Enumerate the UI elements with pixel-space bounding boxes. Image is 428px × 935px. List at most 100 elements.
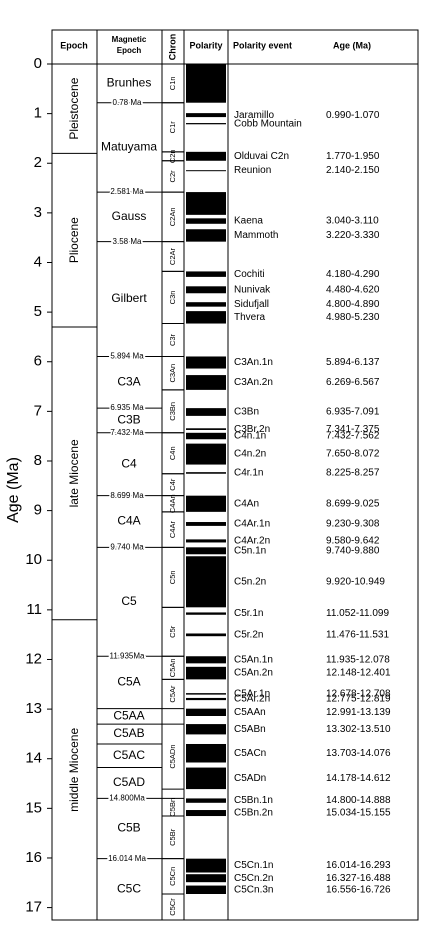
event-age: 9.230-9.308: [326, 519, 380, 530]
chron-label: C2r: [168, 170, 177, 183]
chron-label: C1n: [168, 76, 177, 90]
normal-polarity-bar: [186, 302, 226, 307]
y-tick-label: 9: [34, 502, 42, 519]
epoch-label: Pliocene: [67, 217, 81, 263]
y-tick-label: 15: [25, 799, 42, 816]
magnetic-epoch-label: C4A: [117, 514, 140, 528]
polarity-event: Mammoth: [234, 230, 278, 241]
normal-polarity-bar: [186, 656, 226, 664]
event-age: 11.052-11.099: [326, 608, 389, 619]
chron-label: C2n: [168, 149, 177, 163]
event-age: 6.935-7.091: [326, 407, 380, 418]
polarity-event: C5Cn.1n: [234, 860, 273, 871]
magnetic-epoch-label: Matuyama: [101, 140, 157, 154]
chron-label: C5Bn: [168, 798, 177, 817]
y-tick-label: 17: [25, 899, 42, 916]
polarity-event: C4Ar.2n: [234, 536, 270, 547]
event-age: 1.770-1.950: [326, 151, 380, 162]
magnetic-epoch-label: C5AD: [113, 775, 145, 789]
normal-polarity-bar: [186, 743, 226, 763]
header-age: Age (Ma): [333, 40, 371, 50]
polarity-event: C5Bn.1n: [234, 795, 273, 806]
boundary-label: 6.935 Ma: [110, 403, 144, 412]
event-age: 8.699-9.025: [326, 498, 380, 509]
boundary-label: 16.014 Ma: [108, 854, 146, 863]
polarity-event: C5r.2n: [234, 629, 263, 640]
chron-label: C3r: [168, 333, 177, 346]
y-tick-label: 12: [25, 650, 42, 667]
event-age: 12.991-13.139: [326, 707, 391, 718]
polarity-event: C5ADn: [234, 773, 266, 784]
normal-polarity-bar: [186, 286, 226, 294]
normal-polarity-bar: [186, 724, 226, 735]
normal-polarity-bar: [186, 612, 226, 615]
polarity-event: C5Cn.3n: [234, 884, 273, 895]
event-age: 4.800-4.890: [326, 299, 380, 310]
event-age: 2.140-2.150: [326, 165, 380, 176]
boundary-label: 9.740 Ma: [110, 542, 144, 551]
chron-label: C3n: [168, 291, 177, 305]
normal-polarity-bar: [186, 885, 226, 894]
normal-polarity-bar: [186, 170, 226, 172]
polarity-event: C5Bn.2n: [234, 808, 273, 819]
normal-polarity-bar: [186, 858, 226, 873]
polarity-event: C5ACn: [234, 748, 266, 759]
magnetic-epoch-label: Gauss: [112, 209, 147, 223]
polarity-event: Cobb Mountain: [234, 118, 302, 129]
event-age: 4.480-4.620: [326, 284, 380, 295]
chron-label: C5r: [168, 625, 177, 638]
normal-polarity-bar: [186, 271, 226, 277]
polarity-event: C5Ar.1n: [234, 689, 270, 700]
normal-polarity-bar: [186, 356, 226, 369]
event-age: 16.327-16.488: [326, 873, 391, 884]
magnetic-epoch-label: C4: [121, 456, 137, 470]
chron-label: C2Ar: [168, 247, 177, 265]
chron-label: C5An: [168, 658, 177, 677]
boundary-label: 11.935Ma: [110, 651, 146, 660]
event-age: 3.220-3.330: [326, 230, 380, 241]
normal-polarity-bar: [186, 556, 226, 608]
normal-polarity-bar: [186, 495, 226, 512]
polarity-event: C5An.2n: [234, 668, 273, 679]
chron-label: C3An: [168, 364, 177, 383]
chron-label: C4r: [168, 478, 177, 491]
boundary-label: 2.581 Ma: [110, 187, 144, 196]
magnetic-epoch-label: Brunhes: [107, 76, 152, 90]
normal-polarity-bar: [186, 633, 226, 637]
polarity-event: C3An.2n: [234, 377, 273, 388]
chron-label: C3Bn: [168, 402, 177, 421]
chron-label: C5ADn: [168, 744, 177, 768]
normal-polarity-bar: [186, 443, 226, 465]
polarity-event: C5ABn: [234, 724, 266, 735]
polarity-event: C4Ar.1n: [234, 519, 270, 530]
event-age: 11.476-11.531: [326, 629, 389, 640]
boundary-label: 7.432 Ma: [110, 428, 144, 437]
y-tick-label: 13: [25, 700, 42, 717]
normal-polarity-bar: [186, 874, 226, 883]
polarity-event: C5AAn: [234, 707, 266, 718]
event-age: 14.800-14.888: [326, 795, 391, 806]
polarity-event: C3Bn: [234, 407, 259, 418]
event-age: 14.178-14.612: [326, 773, 391, 784]
normal-polarity-bar: [186, 432, 226, 440]
normal-polarity-bar: [186, 229, 226, 242]
magnetic-epoch-label: C5C: [117, 882, 141, 896]
boundary-label: 5.894 Ma: [110, 352, 144, 361]
event-age: 4.180-4.290: [326, 269, 380, 280]
normal-polarity-bar: [186, 375, 226, 390]
polarity-event: C4n.1n: [234, 431, 266, 442]
polarity-event: Thvera: [234, 312, 266, 323]
normal-polarity-bar: [186, 539, 226, 543]
y-tick-label: 1: [34, 105, 42, 122]
polarity-event: C4n.2n: [234, 449, 266, 460]
polarity-event: Cochiti: [234, 269, 265, 280]
normal-polarity-bar: [186, 311, 226, 324]
polarity-event: Jaramillo: [234, 110, 274, 121]
polarity-event: C5Cn.2n: [234, 873, 273, 884]
magnetic-epoch-label: C5AB: [113, 726, 144, 740]
header-magnetic-epoch: Magnetic: [112, 35, 147, 44]
chron-label: C5Br: [168, 828, 177, 846]
polarity-event: C5n.2n: [234, 576, 266, 587]
y-tick-label: 5: [34, 303, 42, 320]
normal-polarity-bar: [186, 697, 226, 701]
